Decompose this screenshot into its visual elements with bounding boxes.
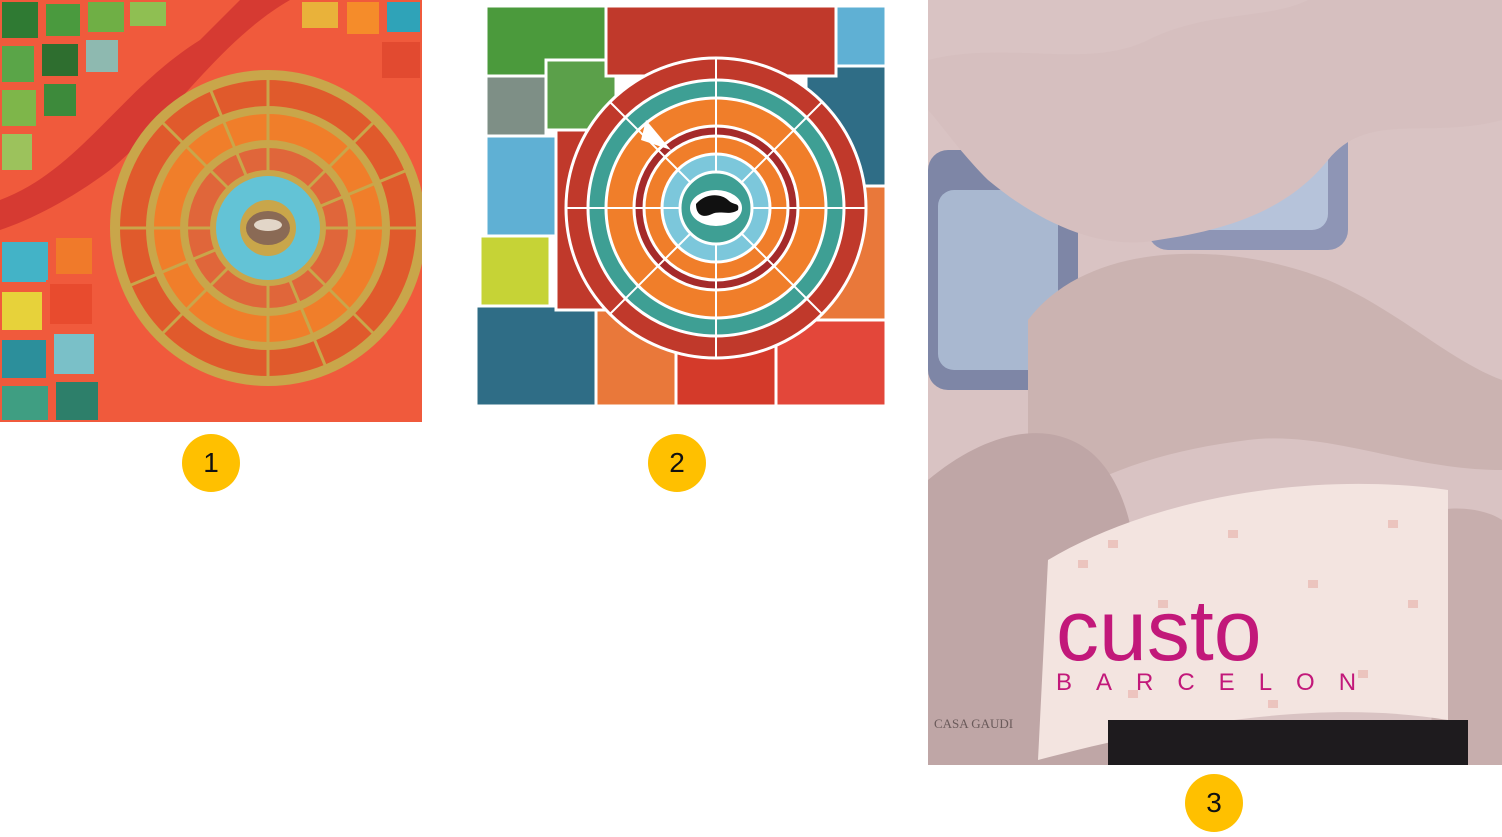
mosaic-sign-panel [1038,483,1448,760]
green-tiles [0,0,170,174]
mosaic-spiral [110,70,422,386]
panel-badge-label: 3 [1206,787,1222,818]
vector-spiral [564,56,868,360]
mosaic-photo-1 [0,0,422,422]
panel-badge-label: 2 [669,447,685,478]
entrance [1108,720,1468,765]
panel-badge-3: 3 [1185,774,1243,832]
mosaic-illustration-2 [466,0,890,424]
panel-badge-1: 1 [182,434,240,492]
panel-badge-label: 1 [203,447,219,478]
small-facade-text: CASA GAUDI [934,716,1013,731]
facade-photo-3: custo BARCELON CASA GAUDI [928,0,1502,765]
panel-badge-2: 2 [648,434,706,492]
sign-brand-text: custo [1056,583,1262,679]
sign-city-text: BARCELON [1056,669,1380,696]
